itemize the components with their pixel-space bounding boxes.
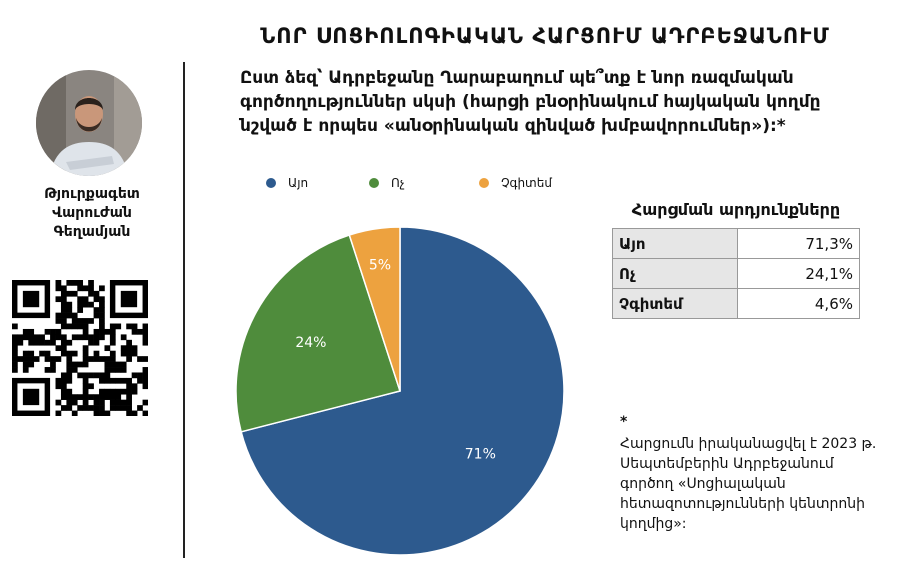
- result-label-no: Ոչ: [612, 258, 738, 289]
- footnote-marker: *: [620, 414, 628, 430]
- qr-code[interactable]: [12, 280, 149, 417]
- pie-chart: 71% 24% 5%: [230, 214, 590, 564]
- chart-legend: Այո Ոչ Չգիտեմ: [240, 176, 600, 194]
- results-title: Հարցման արդյունքները: [631, 200, 841, 219]
- vertical-divider: [183, 62, 185, 558]
- table-row: Ոչ 24,1%: [612, 258, 860, 289]
- legend-item-dont-know: Չգիտեմ: [479, 176, 552, 190]
- result-value-no: 24,1%: [737, 258, 860, 289]
- legend-label-dont-know: Չգիտեմ: [501, 176, 552, 190]
- qr-code-image: [12, 280, 149, 417]
- pie-label-yes: 71%: [465, 446, 496, 462]
- pie-chart-svg: 71% 24% 5%: [235, 226, 565, 556]
- result-value-dont-know: 4,6%: [737, 288, 860, 319]
- author-first-name: Վարուժան: [52, 205, 132, 221]
- result-label-dont-know: Չգիտեմ: [612, 288, 738, 319]
- author-photo: [36, 70, 142, 176]
- legend-swatch-no: [369, 178, 379, 188]
- pie-label-dont-know: 5%: [369, 258, 391, 274]
- legend-item-yes: Այո: [266, 176, 308, 190]
- table-row: Այո 71,3%: [612, 228, 860, 259]
- pie-slice-yes: [240, 226, 565, 556]
- footnote-text: Հարցումն իրականացվել է 2023 թ. Սեպտեմբեր…: [620, 436, 877, 532]
- results-table: Այո 71,3% Ոչ 24,1% Չգիտեմ 4,6%: [612, 228, 860, 319]
- legend-label-no: Ոչ: [391, 176, 405, 190]
- pie-label-no: 24%: [295, 335, 326, 351]
- survey-question: Ըստ ձեզ՝ Ադրբեջանը Ղարաբաղում պե՞տք է նո…: [240, 68, 821, 136]
- footnote: * Հարցումն իրականացվել է 2023 թ. Սեպտեմբ…: [620, 412, 888, 534]
- legend-item-no: Ոչ: [369, 176, 405, 190]
- author-block: Թյուրքագետ Վարուժան Գեղամյան: [12, 185, 172, 242]
- result-value-yes: 71,3%: [737, 228, 860, 259]
- table-row: Չգիտեմ 4,6%: [612, 288, 860, 319]
- result-label-yes: Այո: [612, 228, 738, 259]
- author-last-name: Գեղամյան: [53, 224, 131, 240]
- legend-swatch-dont-know: [479, 178, 489, 188]
- pie-slice-no: [235, 234, 401, 433]
- legend-label-yes: Այո: [288, 176, 309, 190]
- page-title: ՆՈՐ ՍՈՑԻՈԼՈԳԻԱԿԱՆ ՀԱՐՑՈՒՄ ԱԴՐԲԵՋԱՆՈՒՄ: [260, 24, 830, 48]
- legend-swatch-yes: [266, 178, 276, 188]
- pie-slice-dont-know: [348, 226, 401, 392]
- author-photo-image: [36, 70, 142, 176]
- author-role: Թյուրքագետ: [44, 186, 140, 202]
